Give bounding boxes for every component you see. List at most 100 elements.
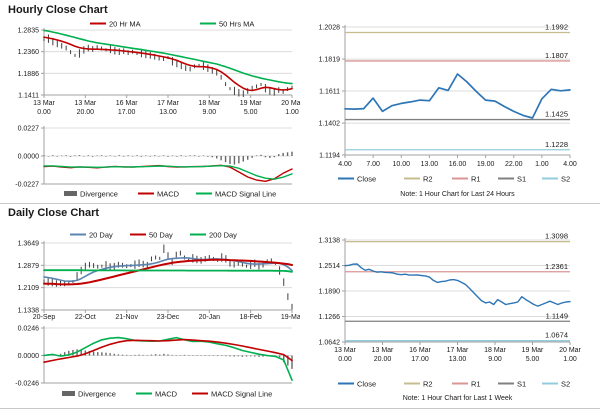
x-tick-label: 18-Feb <box>240 314 262 321</box>
x-tick-label: 17.00 <box>411 356 429 363</box>
y-tick-label: -0.0246 <box>15 381 39 388</box>
pivot-label-S1: 1.1149 <box>546 311 568 320</box>
series-Divergence <box>43 349 293 369</box>
pivot-label-S2: 1.1228 <box>545 140 568 149</box>
legend-swatch-bar <box>64 191 77 196</box>
y-tick-label: 1.2835 <box>18 28 40 35</box>
x-tick-label: 18 Mar <box>484 347 506 354</box>
y-tick-label: 1.2514 <box>319 263 341 270</box>
x-tick-label: 13 Mar <box>74 100 96 107</box>
legend-label: MACD <box>155 390 178 399</box>
x-tick-label: 20-Sep <box>33 314 56 321</box>
y-tick-label: 0.0227 <box>18 126 40 133</box>
x-tick-label: 0.00 <box>37 109 51 116</box>
pivot-label-R2: 1.3098 <box>545 232 568 241</box>
y-tick-label: 1.2028 <box>319 25 341 32</box>
x-tick-label: 13.00 <box>449 356 467 363</box>
x-tick-label: 19.00 <box>477 161 495 168</box>
y-tick-label: 1.1611 <box>319 89 340 96</box>
legend-label: 50 Hrs MA <box>219 20 254 29</box>
x-tick-label: 5.00 <box>244 109 258 116</box>
pivot-label-S1: 1.1425 <box>545 110 568 119</box>
y-tick-label: 1.2109 <box>18 285 40 292</box>
x-tick-label: 16.00 <box>449 161 467 168</box>
y-tick-label: 1.1886 <box>18 71 40 78</box>
legend-label: 200 Day <box>209 231 237 240</box>
y-tick-label: 1.1402 <box>319 121 341 128</box>
series-20 Hr MA <box>43 36 293 92</box>
x-tick-label: 13 Mar <box>334 347 356 354</box>
chart-hourly_macd: 0.0227 0.0000 -0.0227 Divergence MACD MACD Si… <box>15 126 293 199</box>
series-MACD Signal Line <box>43 165 293 180</box>
x-tick-label: 20.00 <box>77 109 95 116</box>
y-tick-label: 1.1194 <box>319 153 340 160</box>
x-tick-label: 17 Mar <box>157 100 179 107</box>
x-tick-label: 13.00 <box>421 161 439 168</box>
x-tick-label: 23-Dec <box>157 314 180 321</box>
y-tick-label: 1.1266 <box>319 314 341 321</box>
series-Close <box>344 263 571 307</box>
y-tick-label: 1.2879 <box>18 263 40 270</box>
legend-label: Close <box>357 380 376 389</box>
legend-label: R1 <box>471 175 481 184</box>
series-MACD <box>43 336 293 381</box>
y-tick-label: 1.1338 <box>18 308 40 315</box>
legend-label: S2 <box>561 175 570 184</box>
legend-swatch-bar <box>62 391 75 396</box>
y-tick-label: 0.0000 <box>18 154 40 161</box>
x-tick-label: 10.00 <box>392 161 410 168</box>
y-tick-label: 1.1819 <box>319 57 341 64</box>
legend-label: MACD Signal Line <box>215 190 276 199</box>
y-tick-label: -0.0227 <box>15 182 39 189</box>
series-Divergence <box>43 151 293 165</box>
series-50 Hrs MA <box>43 29 293 85</box>
x-tick-label: 22-Oct <box>75 314 96 321</box>
series-200 Day <box>43 269 293 273</box>
panel-divider <box>0 203 600 204</box>
y-tick-label: 0.0246 <box>18 326 40 333</box>
legend-label: Divergence <box>78 390 116 399</box>
x-tick-label: 19-Mar <box>281 314 300 321</box>
x-tick-label: 1.00 <box>535 161 549 168</box>
hourly-chart-title: Hourly Close Chart <box>8 4 108 16</box>
series-20 Day <box>43 256 293 282</box>
x-tick-label: 19 Mar <box>522 347 544 354</box>
bottom-divider <box>0 408 600 409</box>
x-tick-label: 13 Mar <box>33 100 55 107</box>
legend-label: Divergence <box>80 190 118 199</box>
x-tick-label: 13 Mar <box>372 347 394 354</box>
y-tick-label: 1.2360 <box>18 49 40 56</box>
series-MACD <box>43 164 293 182</box>
chart-hourly_pivot: 1.2028 1.1819 1.1611 1.1402 1.1194 1.1992 1.18… <box>319 23 577 198</box>
legend-label: S1 <box>517 380 526 389</box>
chart-note: Note: 1 Hour Chart for Last 24 Hours <box>400 191 515 198</box>
x-tick-label: 1.00 <box>285 109 299 116</box>
legend-label: R1 <box>471 380 481 389</box>
x-tick-label: 9.00 <box>203 109 217 116</box>
y-tick-label: 1.3138 <box>319 238 341 245</box>
pivot-label-R1: 1.2361 <box>545 262 568 271</box>
x-tick-label: 18 Mar <box>198 100 220 107</box>
y-tick-label: 1.1890 <box>319 289 341 296</box>
legend-label: S2 <box>561 380 570 389</box>
legend-label: R2 <box>423 175 433 184</box>
series-MACD Signal Line <box>43 338 293 364</box>
x-tick-label: 20-Jan <box>199 314 221 321</box>
x-tick-label: 20 Mar <box>281 100 300 107</box>
pivot-label-R2: 1.1992 <box>545 23 568 32</box>
x-tick-label: 19 Mar <box>240 100 262 107</box>
legend-label: 50 Day <box>149 231 173 240</box>
series-Close <box>43 34 293 97</box>
y-tick-label: 1.0642 <box>319 340 341 347</box>
x-tick-label: 0.00 <box>338 356 352 363</box>
legend-label: MACD <box>157 190 180 199</box>
x-tick-label: 22.00 <box>505 161 523 168</box>
x-tick-label: 9.00 <box>488 356 502 363</box>
chart-note: Note: 1 Hour Chart for Last 1 Week <box>403 395 513 402</box>
x-tick-label: 21-Nov <box>115 314 138 321</box>
x-tick-label: 5.00 <box>526 356 540 363</box>
chart-daily_macd: 0.0246 0.0000 -0.0246 Divergence MACD MACD Si… <box>15 326 293 399</box>
series-Close <box>43 244 293 310</box>
